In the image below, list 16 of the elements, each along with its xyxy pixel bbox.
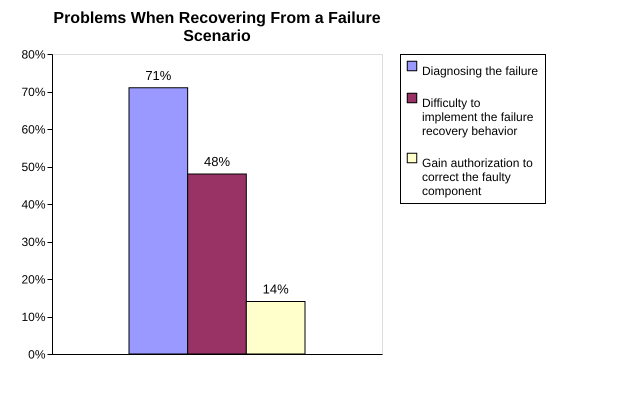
y-tick-label: 80% bbox=[21, 48, 46, 62]
legend-label: Diagnosing the failure bbox=[422, 64, 538, 78]
data-label: 48% bbox=[204, 154, 230, 169]
y-tick-label: 50% bbox=[21, 160, 46, 174]
legend-label: Gain authorization to correct the faulty component bbox=[422, 156, 534, 198]
y-tick-label: 60% bbox=[21, 122, 46, 136]
y-tick-label: 30% bbox=[21, 235, 46, 249]
y-tick-label: 20% bbox=[21, 272, 46, 286]
legend-label: Difficulty to implement the failure recovery behavior bbox=[422, 96, 534, 138]
chart-title: Problems When Recovering From a Failure Scenario bbox=[53, 10, 381, 45]
y-tick-label: 0% bbox=[28, 348, 46, 362]
y-tick-label: 10% bbox=[21, 310, 46, 324]
data-label: 71% bbox=[145, 68, 172, 83]
y-tick-label: 40% bbox=[21, 198, 46, 212]
y-tick-label: 70% bbox=[21, 85, 46, 99]
data-label: 14% bbox=[262, 282, 290, 296]
